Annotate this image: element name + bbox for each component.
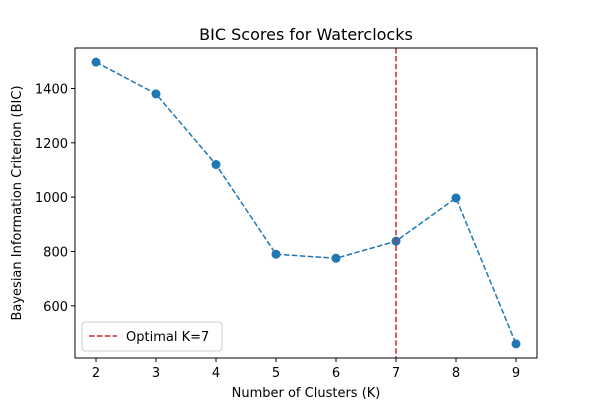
- x-tick-label: 8: [452, 366, 460, 381]
- bic-data-point: [451, 193, 461, 203]
- bic-data-point: [91, 57, 101, 67]
- y-axis-label: Bayesian Information Criterion (BIC): [10, 85, 25, 320]
- bic-data-point: [331, 253, 341, 263]
- y-axis-ticks: 600 800 1000 1200 1400: [35, 82, 75, 315]
- y-tick-label: 600: [43, 300, 68, 315]
- legend-box: [81, 321, 223, 352]
- y-tick-label: 1400: [35, 82, 68, 97]
- x-tick-label: 4: [212, 366, 220, 381]
- bic-data-point: [271, 249, 281, 259]
- x-tick-label: 7: [392, 366, 400, 381]
- axes-frame: [74, 47, 538, 359]
- y-tick-label: 1000: [35, 191, 68, 206]
- x-tick-label: 5: [272, 366, 280, 381]
- chart-title: BIC Scores for Waterclocks: [199, 25, 413, 44]
- bic-series-line: [95, 61, 517, 345]
- bic-data-point: [151, 89, 161, 99]
- x-tick-label: 9: [512, 366, 520, 381]
- x-axis-label: Number of Clusters (K): [232, 386, 381, 400]
- bic-data-point: [211, 160, 221, 170]
- y-tick-label: 800: [43, 245, 68, 260]
- bic-data-point: [511, 339, 521, 349]
- legend-label-optimal-k: Optimal K=7: [126, 330, 209, 345]
- x-axis-ticks: 2 3 4 5 6 7 8 9: [92, 358, 520, 381]
- x-tick-label: 3: [152, 366, 160, 381]
- x-tick-label: 2: [92, 366, 100, 381]
- y-tick-label: 1200: [35, 137, 68, 152]
- x-tick-label: 6: [332, 366, 340, 381]
- plot-area: [91, 48, 521, 358]
- legend: Optimal K=7: [81, 321, 223, 352]
